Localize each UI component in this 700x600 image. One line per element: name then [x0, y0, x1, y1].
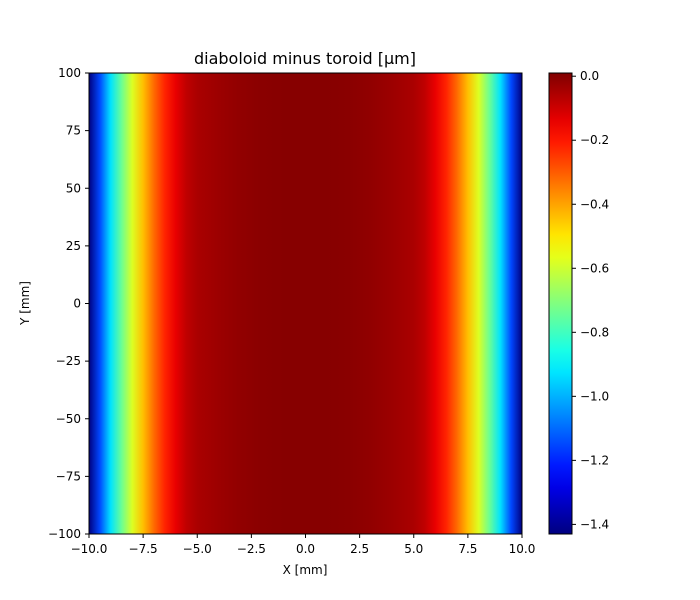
- colorbar-tick-label: 0.0: [580, 69, 599, 83]
- x-tick-label: 2.5: [350, 542, 369, 556]
- x-tick-label: −2.5: [237, 542, 266, 556]
- colorbar-tick-label: −0.2: [580, 133, 609, 147]
- x-axis-label: X [mm]: [283, 563, 328, 577]
- x-tick-label: −7.5: [129, 542, 158, 556]
- x-tick-label: 5.0: [404, 542, 423, 556]
- y-tick-label: −100: [48, 527, 81, 541]
- colorbar-tick-label: −0.6: [580, 261, 609, 275]
- x-tick-label: −5.0: [183, 542, 212, 556]
- y-axis-label: Y [mm]: [18, 281, 32, 326]
- y-tick-label: 75: [66, 124, 81, 138]
- x-tick-label: −10.0: [71, 542, 108, 556]
- x-tick-label: 7.5: [458, 542, 477, 556]
- colorbar: 0.0 −0.2 −0.4 −0.6 −0.8 −1.0 −1.2 −1.4: [548, 69, 609, 535]
- y-tick-label: 100: [58, 66, 81, 80]
- y-tick-label: −25: [56, 354, 81, 368]
- x-tick-label: 0.0: [296, 542, 315, 556]
- colorbar-tick-label: −1.4: [580, 517, 609, 531]
- y-tick-label: 50: [66, 181, 81, 195]
- colorbar-gradient: [549, 73, 572, 534]
- plot-area: −10.0 −7.5 −5.0 −2.5 0.0 2.5 5.0 7.5 10.0 100 75 50…: [48, 66, 535, 556]
- colorbar-tick-label: −0.8: [580, 325, 609, 339]
- colorbar-frame: [548, 72, 573, 535]
- heatmap-field: [89, 73, 522, 534]
- y-tick-label: −50: [56, 412, 81, 426]
- x-tick-label: 10.0: [509, 542, 536, 556]
- colorbar-tick-label: −1.0: [580, 389, 609, 403]
- y-tick-label: 0: [73, 297, 81, 311]
- colorbar-tick-label: −1.2: [580, 453, 609, 467]
- y-tick-label: −75: [56, 469, 81, 483]
- chart-title: diaboloid minus toroid [μm]: [194, 49, 416, 68]
- colorbar-tick-label: −0.4: [580, 197, 609, 211]
- y-tick-label: 25: [66, 239, 81, 253]
